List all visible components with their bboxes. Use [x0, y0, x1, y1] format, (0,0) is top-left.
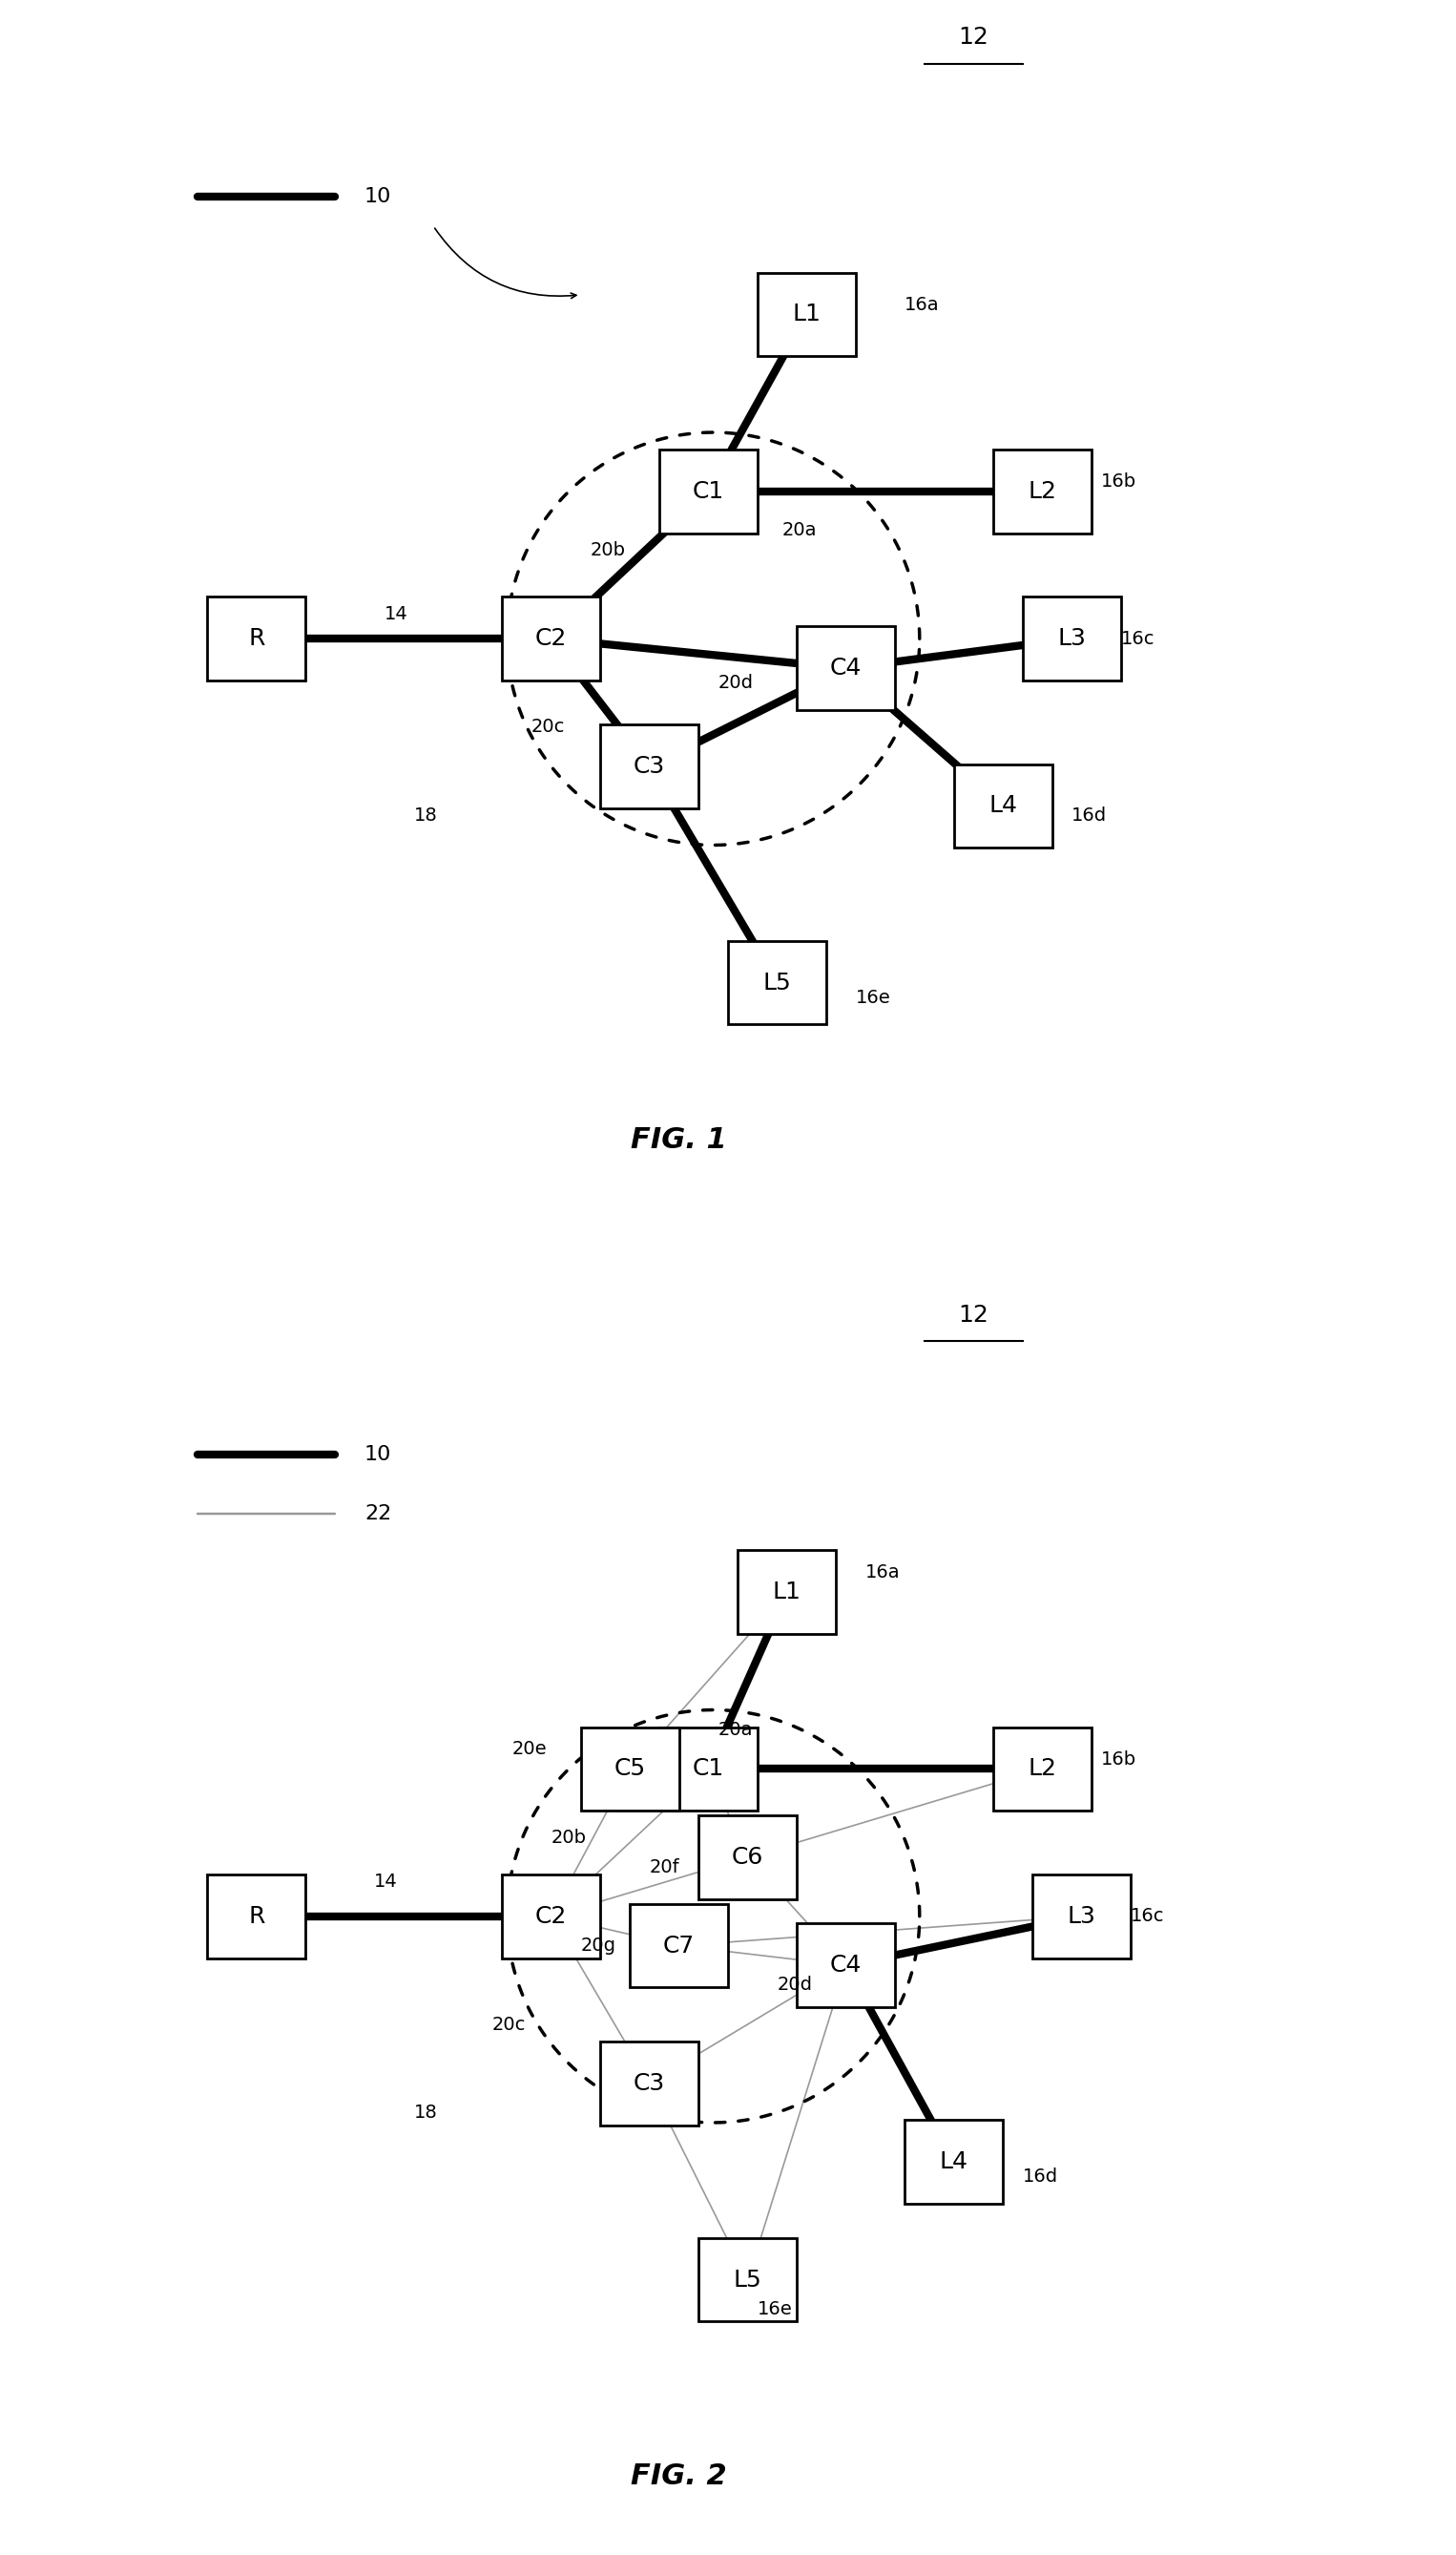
Text: 18: 18: [414, 2103, 437, 2121]
Text: L5: L5: [763, 971, 791, 994]
FancyBboxPatch shape: [993, 1727, 1092, 1811]
FancyBboxPatch shape: [699, 1817, 796, 1898]
Text: 10: 10: [364, 1444, 392, 1464]
Text: 14: 14: [384, 606, 408, 623]
Text: 20f: 20f: [649, 1857, 680, 1875]
FancyBboxPatch shape: [581, 1727, 678, 1811]
FancyBboxPatch shape: [502, 1875, 600, 1957]
Text: 16a: 16a: [904, 296, 939, 314]
Text: 12: 12: [958, 1303, 989, 1326]
Text: L5: L5: [734, 2269, 761, 2292]
FancyBboxPatch shape: [660, 450, 757, 534]
Text: 16e: 16e: [856, 989, 891, 1007]
Text: C5: C5: [614, 1758, 645, 1781]
FancyBboxPatch shape: [954, 764, 1053, 848]
Text: 18: 18: [414, 807, 437, 825]
FancyBboxPatch shape: [738, 1551, 836, 1633]
Text: 16c: 16c: [1131, 1906, 1165, 1926]
Text: L2: L2: [1028, 1758, 1057, 1781]
Text: C1: C1: [693, 1758, 724, 1781]
Text: 16e: 16e: [757, 2300, 792, 2317]
FancyBboxPatch shape: [600, 726, 699, 807]
Text: L3: L3: [1057, 629, 1086, 649]
FancyBboxPatch shape: [1032, 1875, 1131, 1957]
Text: L1: L1: [773, 1582, 801, 1605]
FancyBboxPatch shape: [904, 2121, 1003, 2202]
FancyBboxPatch shape: [728, 940, 826, 1025]
Text: 20d: 20d: [718, 675, 753, 692]
Text: 20e: 20e: [513, 1740, 547, 1758]
FancyBboxPatch shape: [1022, 598, 1121, 680]
Text: L4: L4: [989, 795, 1018, 818]
Text: L1: L1: [792, 304, 821, 327]
Text: L2: L2: [1028, 480, 1057, 503]
Text: C7: C7: [662, 1934, 695, 1957]
FancyBboxPatch shape: [502, 598, 600, 680]
FancyBboxPatch shape: [757, 273, 856, 355]
Text: C3: C3: [633, 2072, 665, 2095]
Text: C4: C4: [830, 657, 862, 680]
Text: 16b: 16b: [1101, 1750, 1137, 1768]
Text: 20b: 20b: [552, 1829, 587, 1847]
Text: C1: C1: [693, 480, 724, 503]
Text: 20c: 20c: [531, 718, 565, 736]
Text: 16d: 16d: [1072, 807, 1107, 825]
FancyBboxPatch shape: [699, 2238, 796, 2322]
Text: C2: C2: [536, 629, 566, 649]
Text: 20c: 20c: [492, 2016, 526, 2034]
Text: 20a: 20a: [718, 1720, 753, 1737]
Text: FIG. 2: FIG. 2: [630, 2463, 727, 2491]
FancyBboxPatch shape: [660, 1727, 757, 1811]
Text: C3: C3: [633, 756, 665, 777]
Text: 22: 22: [364, 1505, 392, 1523]
Text: R: R: [248, 1906, 265, 1926]
Text: C6: C6: [732, 1845, 763, 1868]
Text: 10: 10: [364, 187, 392, 207]
FancyBboxPatch shape: [993, 450, 1092, 534]
Text: 16c: 16c: [1121, 629, 1155, 649]
Text: 14: 14: [374, 1873, 397, 1891]
Text: L3: L3: [1067, 1906, 1096, 1926]
Text: FIG. 1: FIG. 1: [630, 1127, 727, 1155]
Text: 20d: 20d: [778, 1975, 812, 1993]
Text: 20a: 20a: [782, 521, 817, 539]
Text: 20g: 20g: [581, 1937, 616, 1955]
Text: R: R: [248, 629, 265, 649]
FancyBboxPatch shape: [207, 598, 306, 680]
FancyBboxPatch shape: [796, 626, 895, 710]
FancyBboxPatch shape: [600, 2041, 699, 2126]
Text: 20b: 20b: [591, 542, 626, 560]
Text: 16b: 16b: [1101, 473, 1137, 491]
Text: C4: C4: [830, 1955, 862, 1978]
Text: L4: L4: [939, 2151, 968, 2174]
Text: C2: C2: [536, 1906, 566, 1926]
FancyBboxPatch shape: [796, 1924, 895, 2008]
Text: 12: 12: [958, 26, 989, 49]
Text: 16a: 16a: [865, 1564, 900, 1582]
FancyBboxPatch shape: [207, 1875, 306, 1957]
FancyBboxPatch shape: [630, 1903, 728, 1988]
Text: 16d: 16d: [1022, 2167, 1059, 2185]
